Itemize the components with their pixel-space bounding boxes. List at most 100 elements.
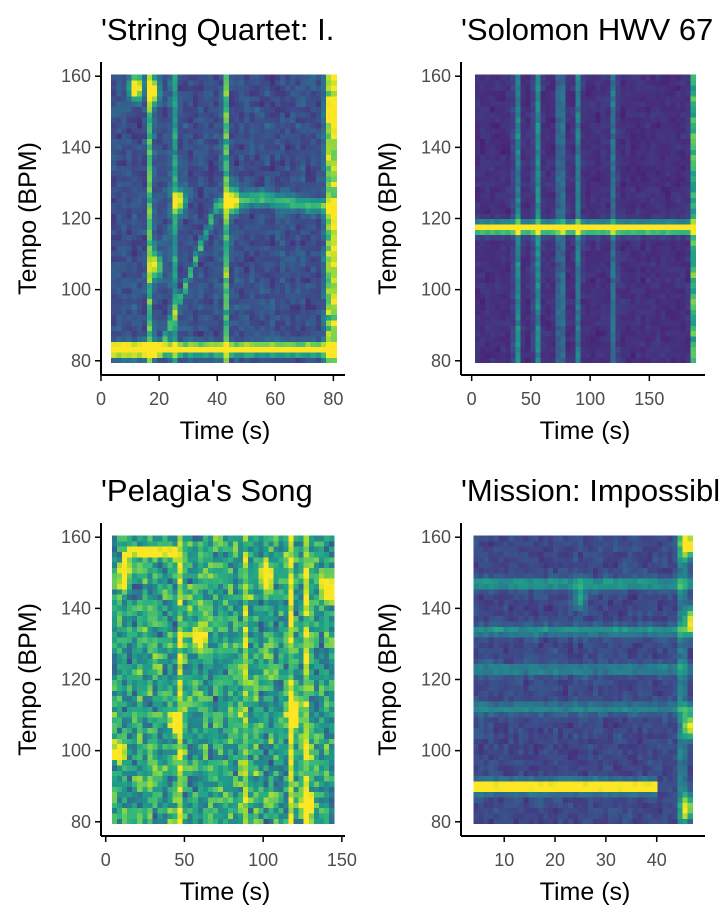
heatmap-cell — [550, 234, 556, 241]
heatmap-cell — [141, 282, 148, 289]
heatmap-cell — [495, 319, 501, 326]
heatmap-cell — [285, 74, 291, 81]
heatmap-cell — [122, 626, 128, 633]
heatmap-cell — [490, 335, 496, 342]
heatmap-cell — [295, 191, 302, 198]
heatmap-cell — [126, 357, 133, 364]
heatmap-cell — [157, 261, 163, 268]
heatmap-cell — [495, 149, 501, 156]
heatmap-cell — [600, 165, 606, 172]
heatmap-cell — [203, 234, 209, 241]
heatmap-cell — [249, 314, 256, 321]
heatmap-cell — [495, 234, 501, 241]
heatmap-cell — [203, 117, 209, 124]
heatmap-cell — [274, 90, 281, 97]
heatmap-cell — [655, 314, 662, 321]
heatmap-cell — [111, 154, 117, 161]
heatmap-cell — [610, 303, 617, 310]
heatmap-cell — [117, 722, 123, 729]
heatmap-cell — [520, 127, 526, 134]
heatmap-cell — [117, 674, 123, 681]
heatmap-cell — [305, 330, 312, 337]
heatmap-cell — [239, 74, 245, 81]
heatmap-cell — [625, 170, 632, 177]
heatmap-cell — [520, 106, 526, 113]
heatmap-cell — [600, 111, 606, 118]
heatmap-cell — [177, 181, 184, 188]
heatmap-cell — [690, 202, 697, 209]
heatmap-cell — [670, 186, 677, 193]
heatmap-cell — [495, 303, 501, 310]
heatmap-cell — [182, 351, 189, 358]
heatmap-cell — [580, 197, 586, 204]
heatmap-cell — [525, 335, 531, 342]
heatmap-cell — [630, 319, 637, 326]
heatmap-cell — [259, 207, 266, 214]
heatmap-cell — [244, 357, 250, 364]
heatmap-cell — [290, 191, 296, 198]
heatmap-cell — [193, 170, 199, 177]
heatmap-cell — [177, 351, 184, 358]
heatmap-cell — [223, 271, 230, 278]
heatmap-cell — [198, 133, 204, 140]
heatmap-cell — [600, 175, 606, 182]
heatmap-cell — [560, 95, 566, 102]
heatmap-cell — [152, 202, 158, 209]
heatmap-cell — [560, 186, 566, 193]
heatmap-cell — [525, 181, 531, 188]
heatmap-cell — [515, 186, 521, 193]
heatmap-cell — [157, 197, 163, 204]
heatmap-cell — [600, 207, 606, 214]
heatmap-cell — [315, 234, 322, 241]
heatmap-cell — [259, 186, 266, 193]
heatmap-cell — [520, 74, 526, 81]
heatmap-cell — [274, 298, 281, 305]
heatmap-cell — [290, 303, 296, 310]
heatmap-cell — [300, 341, 307, 348]
heatmap-cell — [239, 186, 245, 193]
heatmap-cell — [315, 357, 322, 364]
heatmap-cell — [203, 149, 209, 156]
heatmap-cell — [117, 780, 123, 787]
heatmap-cell — [680, 245, 687, 252]
heatmap-cell — [122, 583, 128, 590]
heatmap-cell — [595, 245, 601, 252]
heatmap-cell — [305, 271, 312, 278]
heatmap-cell — [121, 175, 128, 182]
heatmap-cell — [605, 346, 612, 353]
heatmap-cell — [575, 122, 581, 129]
heatmap-cell — [510, 330, 516, 337]
heatmap-cell — [675, 341, 682, 348]
heatmap-cell — [121, 159, 128, 166]
heatmap-cell — [600, 159, 606, 166]
heatmap-cell — [193, 90, 199, 97]
heatmap-cell — [295, 170, 302, 177]
heatmap-cell — [300, 101, 307, 108]
heatmap-cell — [680, 229, 687, 236]
heatmap-cell — [269, 287, 276, 294]
heatmap-cell — [530, 309, 536, 316]
heatmap-cell — [280, 106, 286, 113]
heatmap-cell — [530, 229, 536, 236]
heatmap-cell — [249, 245, 256, 252]
heatmap-cell — [305, 159, 312, 166]
heatmap-cell — [645, 90, 652, 97]
heatmap-cell — [675, 325, 682, 332]
heatmap-cell — [269, 255, 276, 262]
heatmap-cell — [590, 346, 596, 353]
heatmap-cell — [650, 170, 657, 177]
heatmap-cell — [315, 346, 322, 353]
heatmap-cell — [495, 138, 501, 145]
heatmap-cell — [187, 149, 194, 156]
heatmap-cell — [269, 330, 276, 337]
heatmap-cell — [665, 351, 672, 358]
heatmap-cell — [198, 319, 204, 326]
heatmap-cell — [520, 218, 526, 225]
heatmap-cell — [136, 111, 143, 118]
heatmap-cell — [685, 325, 692, 332]
heatmap-cell — [315, 314, 322, 321]
heatmap-cell — [615, 271, 622, 278]
heatmap-cell — [540, 330, 546, 337]
heatmap-cell — [182, 85, 189, 92]
heatmap-cell — [680, 351, 687, 358]
